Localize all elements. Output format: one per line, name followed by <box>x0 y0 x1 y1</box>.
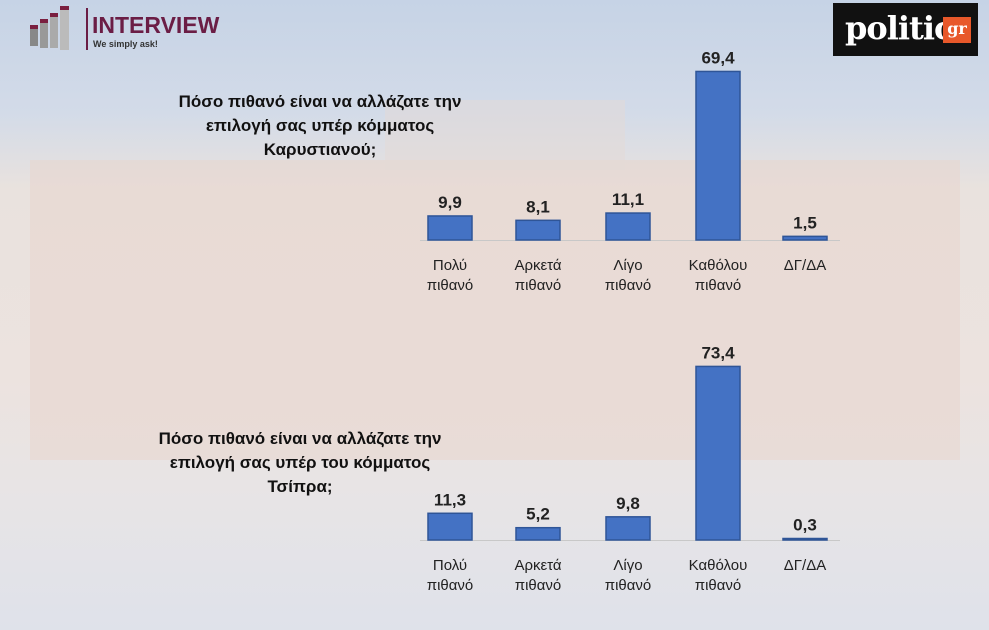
title-line: επιλογή σας υπέρ του κόμματος <box>169 453 431 472</box>
category-label: πιθανό <box>605 277 652 294</box>
category-label: Πολύ <box>433 257 467 274</box>
category-label: πιθανό <box>427 577 474 594</box>
title-line: Καρυστιανού; <box>263 140 377 159</box>
category-label: Λίγο <box>613 557 642 574</box>
category-label: πιθανό <box>515 577 562 594</box>
bar <box>695 365 741 541</box>
bar <box>515 526 561 541</box>
category-label: πιθανό <box>605 577 652 594</box>
value-label: 73,4 <box>701 343 735 362</box>
category-label: πιθανό <box>427 277 474 294</box>
question-title-1: Πόσο πιθανό είναι να αλλάζατε την επιλογ… <box>130 90 510 162</box>
category-label: Πολύ <box>433 557 467 574</box>
category-label: ΔΓ/ΔΑ <box>784 257 826 274</box>
value-label: 9,8 <box>616 494 640 513</box>
value-label: 8,1 <box>526 197 550 216</box>
category-label: Καθόλου <box>689 257 748 274</box>
category-label: ΔΓ/ΔΑ <box>784 557 826 574</box>
category-label: πιθανό <box>695 277 742 294</box>
bar <box>427 512 473 541</box>
title-line: Τσίπρα; <box>267 477 333 496</box>
bar <box>782 537 828 541</box>
value-label: 69,4 <box>701 48 735 67</box>
category-label: Αρκετά <box>514 557 561 574</box>
category-label: πιθανό <box>695 577 742 594</box>
value-label: 1,5 <box>793 213 817 232</box>
background-pediment <box>385 100 625 170</box>
bar <box>695 70 741 241</box>
value-label: 11,1 <box>612 190 644 209</box>
question-title-2: Πόσο πιθανό είναι να αλλάζατε την επιλογ… <box>110 427 490 499</box>
background-building <box>30 160 960 460</box>
value-label: 11,3 <box>434 490 466 509</box>
bar <box>605 212 651 241</box>
svg-text:We simply ask!: We simply ask! <box>93 39 158 49</box>
value-label: 9,9 <box>438 193 462 212</box>
category-label: Αρκετά <box>514 257 561 274</box>
bar <box>782 235 828 241</box>
title-line: Πόσο πιθανό είναι να αλλάζατε την <box>158 429 442 448</box>
category-label: Λίγο <box>613 257 642 274</box>
bar <box>515 219 561 241</box>
interview-logo: INTERVIEW We simply ask! <box>30 6 220 50</box>
bar <box>427 215 473 241</box>
value-label: 5,2 <box>526 505 550 524</box>
value-label: 0,3 <box>793 516 817 535</box>
bar <box>605 516 651 541</box>
title-line: Πόσο πιθανό είναι να αλλάζατε την <box>178 92 462 111</box>
svg-text:INTERVIEW: INTERVIEW <box>92 12 220 38</box>
category-label: πιθανό <box>515 277 562 294</box>
title-line: επιλογή σας υπέρ κόμματος <box>205 116 435 135</box>
politic-logo: politic gr <box>833 3 978 56</box>
category-label: Καθόλου <box>689 557 748 574</box>
